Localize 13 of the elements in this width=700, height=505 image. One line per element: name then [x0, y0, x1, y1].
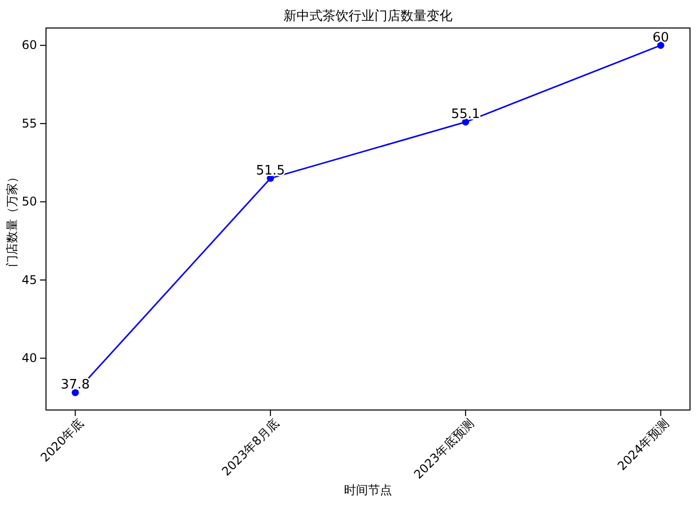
chart-title: 新中式茶饮行业门店数量变化 — [284, 8, 452, 24]
y-tick-label: 50 — [22, 194, 37, 209]
point — [657, 42, 664, 49]
data-label: 60 — [652, 30, 669, 46]
point — [462, 118, 470, 126]
y-tick-label: 45 — [22, 272, 37, 287]
y-tick-label: 40 — [22, 351, 37, 366]
y-axis-title: 门店数量（万家） — [5, 171, 19, 267]
y-tick-label: 55 — [22, 116, 37, 130]
data-label: 55.1 — [451, 107, 480, 122]
y-tick-label: 60 — [22, 38, 37, 52]
x-axis-title: 时间节点 — [344, 483, 392, 497]
data-label: 51.5 — [256, 163, 285, 178]
